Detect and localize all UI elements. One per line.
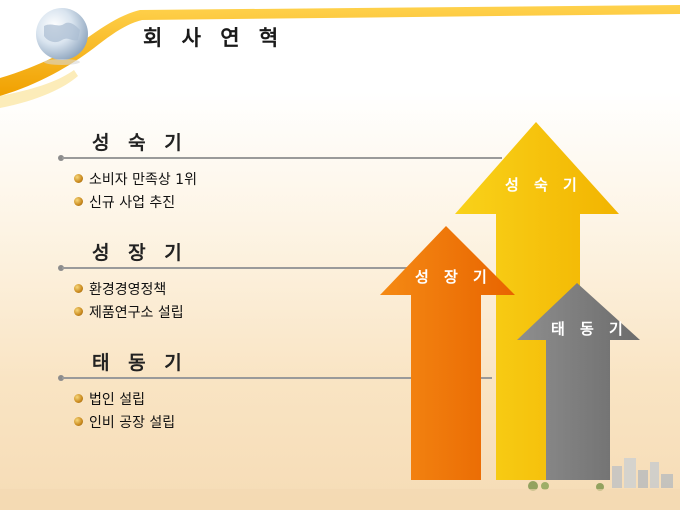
list-item-text: 제품연구소 설립 [89, 304, 184, 321]
arrow-label-growth: 성 장 기 [415, 268, 492, 286]
bullet-list-maturity: 소비자 만족상 1위 신규 사업 추진 [74, 167, 197, 213]
list-item-text: 신규 사업 추진 [89, 194, 176, 211]
list-item-text: 소비자 만족상 1위 [89, 171, 197, 188]
bullet-list-growth: 환경경영정책 제품연구소 설립 [74, 277, 184, 323]
divider-dot [58, 265, 64, 271]
globe-icon [36, 8, 88, 65]
ribbon-band [0, 5, 680, 96]
divider-dot [58, 375, 64, 381]
list-item-text: 법인 설립 [89, 391, 145, 408]
header-decoration [0, 5, 680, 108]
list-item-text: 환경경영정책 [89, 281, 167, 298]
arrow-label-founding: 태 동 기 [551, 320, 628, 338]
list-item: 신규 사업 추진 [74, 190, 197, 213]
bullet-icon [74, 197, 83, 206]
bullet-icon [74, 284, 83, 293]
divider-dot [58, 155, 64, 161]
list-item: 소비자 만족상 1위 [74, 167, 197, 190]
list-item-text: 인비 공장 설립 [89, 414, 176, 431]
divider-line [62, 267, 418, 269]
bullet-icon [74, 174, 83, 183]
arrow-founding [517, 283, 640, 480]
list-item: 환경경영정책 [74, 277, 184, 300]
stage-heading-growth: 성 장 기 [92, 242, 188, 264]
bullet-icon [74, 417, 83, 426]
bullet-icon [74, 394, 83, 403]
floor-band [0, 489, 680, 510]
divider-line [62, 377, 492, 379]
divider-line [62, 157, 502, 159]
page-title: 회 사 연 혁 [143, 26, 285, 50]
ribbon-tail [0, 70, 78, 108]
list-item: 법인 설립 [74, 387, 175, 410]
stage-heading-founding: 태 동 기 [92, 352, 188, 374]
list-item: 인비 공장 설립 [74, 410, 175, 433]
arrow-label-maturity: 성 숙 기 [505, 176, 582, 194]
list-item: 제품연구소 설립 [74, 300, 184, 323]
bullet-list-founding: 법인 설립 인비 공장 설립 [74, 387, 175, 433]
stage-heading-maturity: 성 숙 기 [92, 132, 188, 154]
bullet-icon [74, 307, 83, 316]
arrow-growth [380, 226, 515, 480]
